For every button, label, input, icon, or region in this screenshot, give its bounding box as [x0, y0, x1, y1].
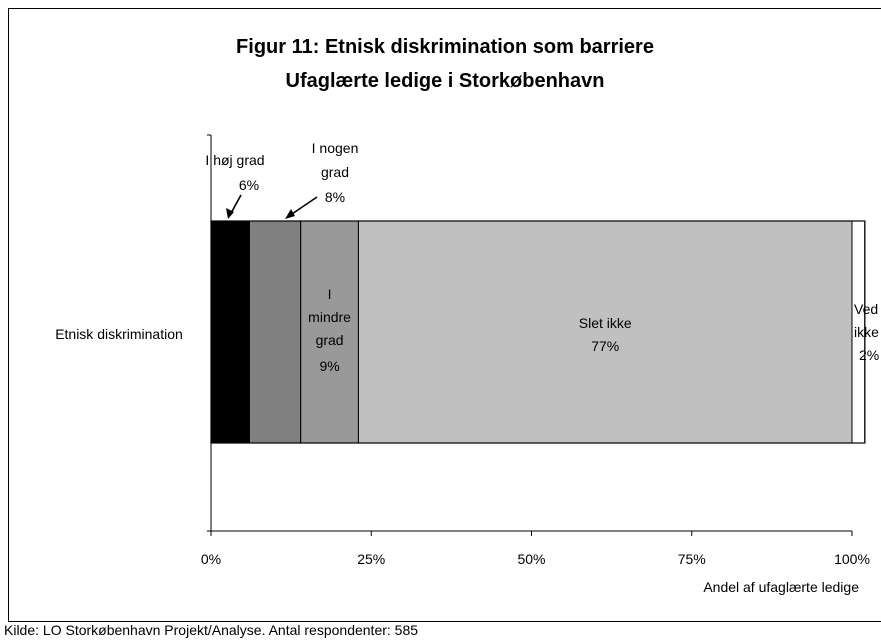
data-label: I nogen [312, 140, 359, 156]
data-label: ikke [854, 324, 879, 340]
bar-segment [357, 220, 853, 444]
data-label: 9% [319, 358, 339, 374]
data-label: grad [316, 332, 344, 348]
data-label: grad [321, 164, 349, 180]
data-label: 6% [239, 177, 259, 193]
data-label: Ved [854, 301, 878, 317]
data-label: mindre [308, 309, 351, 325]
x-tick-label: 50% [517, 551, 545, 567]
x-tick-label: 100% [834, 551, 870, 567]
source-note: Kilde: LO Storkøbenhavn Projekt/Analyse.… [4, 622, 419, 638]
x-axis-title: Andel af ufaglærte ledige [703, 579, 859, 595]
data-label: 77% [591, 338, 619, 354]
label-arrow [288, 196, 318, 217]
stacked-bar-chart: Figur 11: Etnisk diskrimination som barr… [55, 36, 879, 595]
label-arrow-head [226, 208, 234, 219]
x-tick-label: 0% [201, 551, 221, 567]
data-label: I [328, 286, 332, 302]
x-tick-label: 25% [357, 551, 385, 567]
bar-outline [210, 220, 866, 444]
bar-segment [248, 220, 302, 444]
chart-title: Figur 11: Etnisk diskrimination som barr… [236, 36, 654, 58]
bar-segment [210, 220, 250, 444]
data-label: Slet ikke [579, 315, 632, 331]
chart-frame: Figur 11: Etnisk diskrimination som barr… [8, 8, 881, 622]
category-label: Etnisk diskrimination [55, 326, 183, 342]
chart-subtitle: Ufaglærte ledige i Storkøbenhavn [286, 70, 605, 92]
data-label: 8% [325, 189, 345, 205]
x-tick-label: 75% [678, 551, 706, 567]
data-label: I høj grad [205, 152, 264, 168]
label-arrow-head [285, 209, 295, 219]
data-label: 2% [859, 347, 879, 363]
